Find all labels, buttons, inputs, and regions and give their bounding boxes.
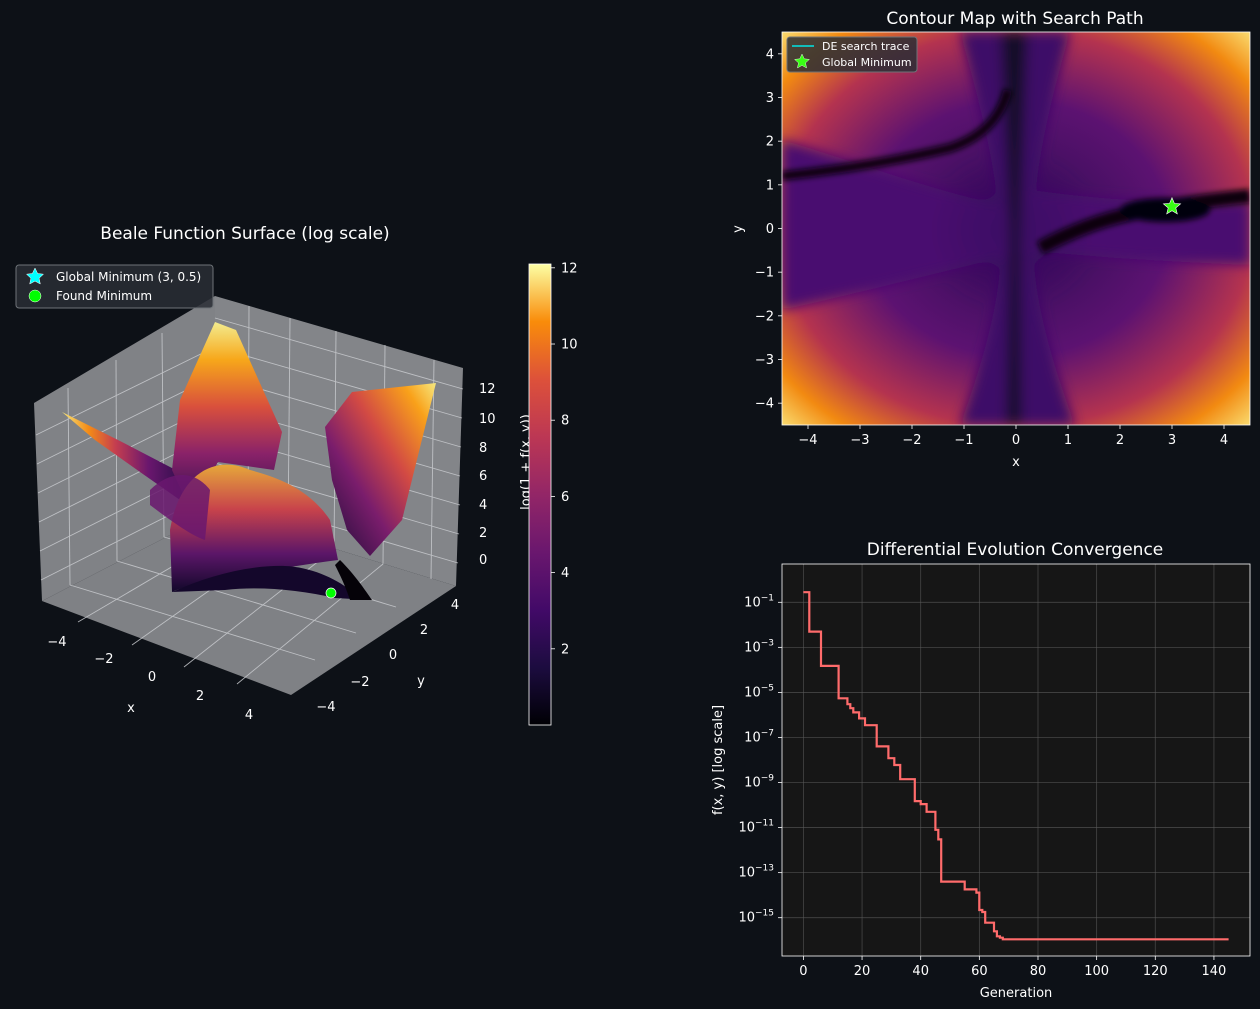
surface-ztick: 12	[479, 382, 496, 397]
surface-colorbar-ticks: 2 4 6 8 10 12	[551, 261, 578, 657]
convergence-panel: Differential Evolution Convergence 0 20 40…	[711, 540, 1251, 1001]
surface-panel: Beale Function Surface (log scale)	[15, 224, 578, 726]
contour-ytick-label: −3	[755, 353, 774, 368]
surface-y-ticks: −4 −2 0 2 4	[316, 598, 459, 715]
contour-xtick-label: −3	[850, 433, 869, 448]
surface-ytick: −4	[316, 700, 335, 715]
convergence-ytick-label: 10−3	[744, 638, 774, 655]
convergence-ytick-label: 10−13	[738, 864, 774, 881]
contour-xtick-label: −1	[954, 433, 973, 448]
surface-mesh	[62, 322, 436, 600]
convergence-xtick-label: 120	[1143, 964, 1168, 979]
surface-legend-label: Global Minimum (3, 0.5)	[56, 270, 201, 284]
surface-ztick: 0	[479, 553, 487, 568]
contour-ytick-label: 4	[766, 47, 774, 62]
surface-x-ticks: −4 −2 0 2 4	[47, 635, 253, 723]
circle-icon	[28, 289, 42, 303]
convergence-axes-frame	[781, 563, 1251, 957]
convergence-xtick-label: 100	[1084, 964, 1109, 979]
convergence-xtick-label: 80	[1030, 964, 1047, 979]
contour-ylabel: y	[731, 225, 746, 233]
convergence-ytick-label: 10−5	[744, 683, 774, 700]
convergence-xtick-label: 20	[854, 964, 871, 979]
colorbar-tick-label: 4	[561, 566, 569, 581]
surface-xtick: −2	[94, 652, 113, 667]
convergence-axes-bg	[782, 564, 1250, 956]
surface-ytick: −2	[350, 675, 369, 690]
surface-ztick: 4	[479, 498, 487, 513]
colorbar-tick-label: 2	[561, 642, 569, 657]
surface-xtick: 0	[148, 670, 156, 685]
contour-ytick-label: 1	[766, 178, 774, 193]
surface-found-minimum-marker	[325, 587, 337, 599]
surface-xtick: −4	[47, 635, 66, 650]
surface-z-ticks: 0 2 4 6 8 10 12	[479, 382, 496, 568]
surface-legend-label: Found Minimum	[56, 289, 152, 303]
convergence-title: Differential Evolution Convergence	[867, 540, 1164, 560]
colorbar-tick-label: 12	[561, 261, 578, 276]
contour-ytick-label: 0	[766, 222, 774, 237]
convergence-ytick-label: 10−11	[738, 819, 774, 836]
star-icon	[794, 53, 810, 69]
contour-ticks: −4 −3 −2 −1 0 1 2 3 4 −4 −3 −2 −1 0 1 2 3 4	[755, 47, 1228, 448]
contour-title: Contour Map with Search Path	[886, 9, 1143, 29]
convergence-xtick-label: 60	[971, 964, 988, 979]
colorbar-tick-label: 10	[561, 338, 578, 353]
contour-xtick-label: 1	[1064, 433, 1072, 448]
contour-xtick-label: −4	[798, 433, 817, 448]
contour-legend-label: Global Minimum	[822, 56, 912, 69]
convergence-line	[803, 591, 1229, 941]
surface-xtick: 4	[245, 708, 253, 723]
contour-legend: DE search trace Global Minimum	[786, 36, 918, 73]
surface-ztick: 6	[479, 469, 487, 484]
convergence-xtick-label: 40	[912, 964, 929, 979]
convergence-ytick-label: 10−7	[744, 728, 774, 745]
contour-xtick-label: 3	[1168, 433, 1176, 448]
surface-pane-floor	[42, 512, 456, 695]
colorbar-tick-label: 6	[561, 490, 569, 505]
contour-ytick-label: −4	[755, 397, 774, 412]
surface-ztick: 2	[479, 526, 487, 541]
surface-ytick: 2	[420, 623, 428, 638]
surface-legend: Global Minimum (3, 0.5) Found Minimum	[15, 264, 214, 309]
contour-global-minimum-marker	[1162, 196, 1182, 215]
convergence-ticks: 0 20 40 60 80 100 120 140 10−1 10−3 10−5 10−7 10−9 10…	[738, 593, 1226, 979]
contour-star-point	[1162, 196, 1182, 215]
contour-legend-label: DE search trace	[822, 40, 910, 53]
contour-ytick-label: 3	[766, 91, 774, 106]
surface-xlabel: x	[127, 701, 135, 716]
convergence-ylabel: f(x, y) [log scale]	[711, 705, 726, 815]
contour-xtick-label: 4	[1220, 433, 1228, 448]
colorbar-tick-label: 8	[561, 414, 569, 429]
contour-xtick-label: 2	[1116, 433, 1124, 448]
surface-xtick: 2	[196, 689, 204, 704]
contour-ytick-label: 2	[766, 135, 774, 150]
convergence-xlabel: Generation	[980, 986, 1053, 1001]
star-icon	[25, 267, 45, 285]
convergence-xtick-label: 0	[799, 964, 807, 979]
contour-field	[782, 32, 1250, 425]
surface-ztick: 8	[479, 441, 487, 456]
convergence-ytick-label: 10−1	[744, 593, 774, 610]
surface-ytick: 0	[389, 648, 397, 663]
convergence-xtick-label: 140	[1202, 964, 1227, 979]
contour-panel: Contour Map with Search Path −4 −3 −2 −1 0 1 2…	[731, 9, 1251, 470]
surface-ztick: 10	[479, 412, 496, 427]
surface-title: Beale Function Surface (log scale)	[100, 224, 389, 244]
surface-ytick: 4	[451, 598, 459, 613]
contour-xtick-label: 0	[1012, 433, 1020, 448]
contour-ytick-label: −1	[755, 266, 774, 281]
contour-xlabel: x	[1012, 455, 1020, 470]
surface-ylabel: y	[417, 674, 425, 689]
convergence-ytick-label: 10−9	[744, 774, 774, 791]
convergence-ytick-label: 10−15	[738, 909, 774, 926]
surface-colorbar	[528, 263, 552, 726]
contour-xtick-label: −2	[902, 433, 921, 448]
convergence-grid	[782, 564, 1250, 956]
contour-ytick-label: −2	[755, 309, 774, 324]
